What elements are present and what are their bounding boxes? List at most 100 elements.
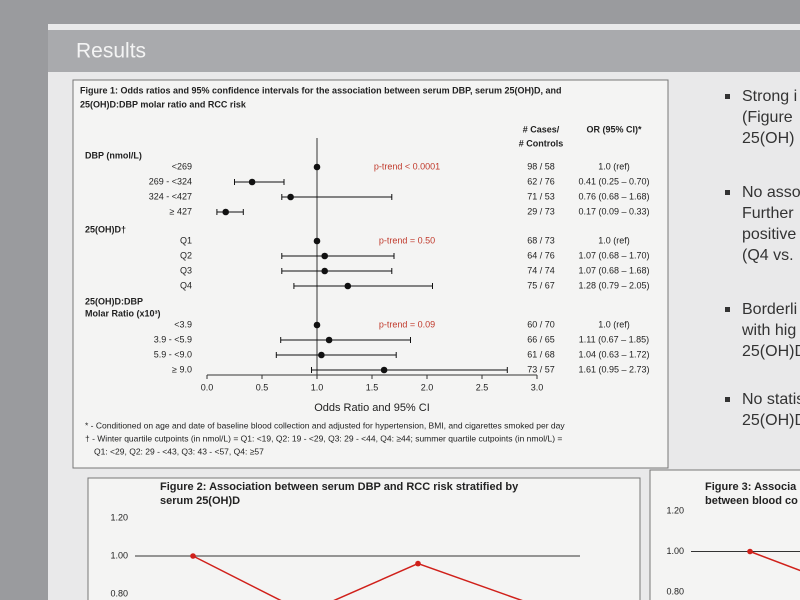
point	[380, 366, 388, 374]
or-label: 0.76 (0.68 – 1.68)	[578, 191, 649, 201]
bullet-text: No asso	[742, 184, 800, 201]
point	[248, 178, 256, 186]
series-line	[749, 550, 800, 572]
point	[313, 237, 321, 245]
group-label: Molar Ratio (x10³)	[85, 308, 161, 318]
cases: 64 / 76	[527, 250, 555, 260]
or-label: 1.28 (0.79 – 2.05)	[578, 280, 649, 290]
column-header: # Cases/	[523, 124, 560, 134]
bullet-text: No statis	[742, 391, 800, 408]
or-label: 1.07 (0.68 – 1.70)	[578, 250, 649, 260]
bullet-dot	[725, 397, 730, 402]
y-tick-label: 0.80	[666, 586, 684, 596]
cases: 73 / 57	[527, 364, 555, 374]
bullet-text: (Figure	[742, 109, 793, 126]
row-label: Q1	[180, 235, 192, 245]
cases: 75 / 67	[527, 280, 555, 290]
or-label: 1.11 (0.67 – 1.85)	[579, 334, 649, 344]
p-trend: p-trend = 0.50	[379, 235, 435, 245]
y-tick-label: 1.00	[666, 546, 684, 556]
series-line	[192, 555, 523, 600]
or-label: 1.04 (0.63 – 1.72)	[578, 349, 649, 359]
cases: 29 / 73	[527, 206, 555, 216]
cases: 66 / 65	[527, 334, 555, 344]
row-label: Q3	[180, 265, 192, 275]
cases: 61 / 68	[527, 349, 555, 359]
series-point	[747, 548, 753, 555]
or-label: 1.0 (ref)	[598, 319, 630, 329]
footnote: Q1: <29, Q2: 29 - <43, Q3: 43 - <57, Q4:…	[94, 446, 264, 456]
cases: 98 / 58	[527, 161, 555, 171]
figure-title: serum 25(OH)D	[160, 495, 240, 507]
point	[344, 282, 352, 290]
p-trend: p-trend < 0.0001	[374, 161, 440, 171]
group-label: 25(OH)D:DBP	[85, 296, 143, 306]
column-header: # Controls	[519, 138, 564, 148]
bullet-text: with hig	[741, 322, 796, 339]
column-header: OR (95% CI)*	[586, 124, 642, 134]
row-label: 5.9 - <9.0	[154, 349, 192, 359]
y-tick-label: 1.20	[110, 512, 128, 522]
cases: 62 / 76	[527, 176, 555, 186]
series-point	[415, 560, 421, 567]
group-label: DBP (nmol/L)	[85, 150, 142, 160]
row-label: ≥ 9.0	[172, 364, 192, 374]
footnote: † - Winter quartile cutpoints (in nmol/L…	[85, 433, 562, 443]
figure-title: Figure 2: Association between serum DBP …	[160, 481, 519, 493]
cases: 60 / 70	[527, 319, 555, 329]
x-tick-label: 2.5	[476, 382, 489, 392]
point	[321, 267, 329, 275]
point	[318, 351, 325, 359]
or-label: 0.17 (0.09 – 0.33)	[578, 206, 649, 216]
or-label: 1.0 (ref)	[598, 235, 630, 245]
figure-title: Figure 1: Odds ratios and 95% confidence…	[80, 85, 561, 95]
x-tick-label: 0.5	[256, 382, 269, 392]
row-label: <3.9	[174, 319, 192, 329]
cases: 71 / 53	[527, 191, 555, 201]
figure2-box	[87, 477, 641, 600]
row-label: 269 - <324	[149, 176, 192, 186]
x-tick-label: 1.0	[311, 382, 324, 392]
bullet-dot	[725, 190, 730, 195]
y-tick-label: 1.00	[110, 550, 128, 560]
row-label: 324 - <427	[149, 191, 192, 201]
figure3-box	[649, 469, 800, 600]
bullet-dot	[725, 94, 730, 99]
point	[222, 208, 229, 216]
figure1-box	[72, 79, 669, 469]
bullet-text: 25(OH)D	[742, 343, 800, 360]
figure-title: Figure 3: Associa	[705, 481, 797, 493]
bullet-text: 25(OH)	[742, 130, 794, 147]
point	[313, 163, 321, 171]
p-trend: p-trend = 0.09	[379, 319, 435, 329]
or-label: 0.41 (0.25 – 0.70)	[578, 176, 649, 186]
point	[325, 336, 333, 344]
bullet-text: Strong i	[742, 88, 797, 105]
x-axis-label: Odds Ratio and 95% CI	[314, 402, 430, 414]
cases: 74 / 74	[527, 265, 555, 275]
x-tick-label: 3.0	[531, 382, 544, 392]
figure-title: between blood co	[705, 495, 798, 507]
header-title: Results	[76, 40, 146, 63]
point	[287, 193, 294, 201]
row-label: ≥ 427	[170, 206, 192, 216]
footnote: * - Conditioned on age and date of basel…	[85, 420, 565, 430]
header-bar	[48, 30, 800, 72]
or-label: 1.61 (0.95 – 2.73)	[578, 364, 649, 374]
figure-title: 25(OH)D:DBP molar ratio and RCC risk	[80, 99, 247, 109]
group-label: 25(OH)D†	[85, 224, 126, 234]
cases: 68 / 73	[527, 235, 555, 245]
y-tick-label: 0.80	[110, 588, 128, 598]
row-label: <269	[172, 161, 192, 171]
bullet-text: Borderli	[742, 301, 797, 318]
bullet-text: (Q4 vs.	[742, 247, 794, 264]
x-tick-label: 2.0	[421, 382, 434, 392]
x-tick-label: 1.5	[366, 382, 379, 392]
bullet-dot	[725, 307, 730, 312]
or-label: 1.07 (0.68 – 1.68)	[578, 265, 649, 275]
bullet-text: positive	[742, 226, 796, 243]
series-point	[190, 553, 196, 559]
point	[321, 252, 329, 260]
x-tick-label: 0.0	[201, 382, 214, 392]
